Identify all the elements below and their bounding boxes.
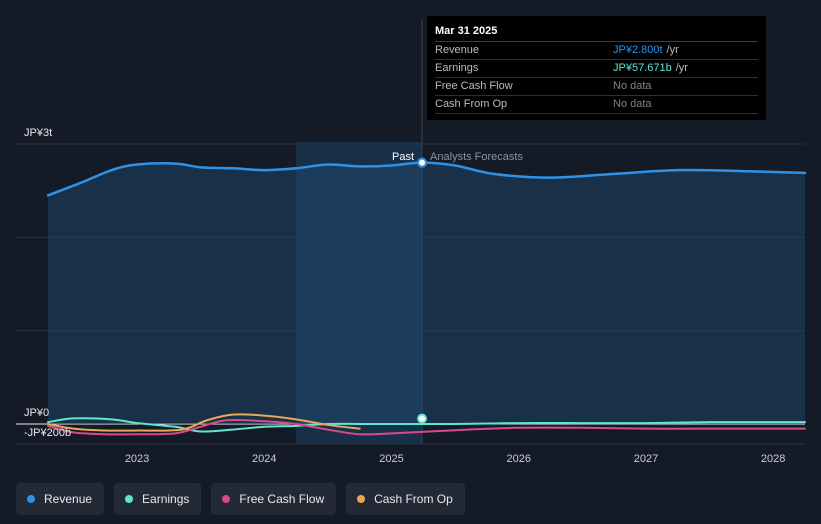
revenue-area-fill	[48, 162, 805, 424]
x-tick-label: 2024	[252, 453, 276, 465]
x-tick-label: 2025	[379, 453, 403, 465]
legend-label: Cash From Op	[374, 492, 453, 506]
axis-labels: JP¥3t JP¥0 -JP¥200b Past Analysts Forecasts 2…	[24, 127, 785, 465]
tooltip-unit: /yr	[666, 44, 679, 56]
tooltip-row-cash-from-op: Cash From Op No data	[435, 96, 758, 114]
revenue-hover-marker	[417, 157, 428, 168]
legend-label: Earnings	[142, 492, 190, 506]
past-label: Past	[392, 151, 414, 163]
tooltip-label: Earnings	[435, 62, 479, 74]
forecast-label: Analysts Forecasts	[430, 151, 523, 163]
legend-label: Revenue	[44, 492, 93, 506]
earnings-hover-marker	[417, 413, 428, 424]
hover-markers	[417, 157, 428, 424]
series-lines	[46, 161, 807, 436]
cash-from-op-line	[47, 413, 361, 432]
legend-item-cash-from-op[interactable]: Cash From Op	[346, 483, 465, 515]
free-cash-flow-line	[47, 418, 806, 436]
x-tick-label: 2026	[506, 453, 530, 465]
tooltip-row-revenue: Revenue JP¥2.800t /yr	[435, 42, 758, 60]
tooltip-value: JP¥57.671b	[613, 62, 672, 74]
tooltip-value: No data	[613, 80, 652, 92]
hover-tooltip: Mar 31 2025 Revenue JP¥2.800t /yr Earnin…	[427, 16, 766, 120]
tooltip-row-earnings: Earnings JP¥57.671b /yr	[435, 60, 758, 78]
legend-item-free-cash-flow[interactable]: Free Cash Flow	[211, 483, 337, 515]
x-tick-label: 2027	[634, 453, 658, 465]
legend-dot-icon	[27, 495, 35, 503]
y-label-bottom: -JP¥200b	[24, 427, 71, 439]
tooltip-label: Cash From Op	[435, 98, 508, 110]
legend-dot-icon	[222, 495, 231, 503]
revenue-area	[48, 142, 805, 444]
y-label-zero: JP¥0	[24, 407, 49, 419]
tooltip-value: JP¥2.800t	[613, 44, 663, 56]
tooltip-date: Mar 31 2025	[435, 24, 758, 42]
legend-dot-icon	[125, 495, 134, 503]
legend-item-earnings[interactable]: Earnings	[114, 483, 202, 515]
chart-plot: JP¥3t JP¥0 -JP¥200b Past Analysts Forecasts 2…	[16, 20, 807, 465]
tooltip-label: Free Cash Flow	[435, 80, 513, 92]
tooltip-unit: /yr	[675, 62, 688, 74]
legend-label: Free Cash Flow	[239, 492, 325, 506]
y-label-top: JP¥3t	[24, 127, 52, 139]
tooltip-label: Revenue	[435, 44, 480, 56]
chart-legend: Revenue Earnings Free Cash Flow Cash Fro…	[16, 483, 465, 515]
x-tick-label: 2028	[761, 453, 785, 465]
recent-period-band	[296, 142, 423, 444]
legend-dot-icon	[357, 495, 366, 503]
x-tick-label: 2023	[125, 453, 149, 465]
legend-item-revenue[interactable]: Revenue	[16, 483, 105, 515]
tooltip-value: No data	[613, 98, 652, 110]
tooltip-row-free-cash-flow: Free Cash Flow No data	[435, 78, 758, 96]
revenue-line	[46, 161, 807, 197]
